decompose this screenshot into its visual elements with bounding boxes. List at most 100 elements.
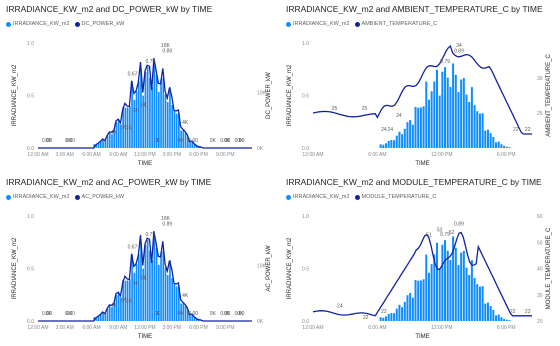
irradiance-bar: [454, 247, 457, 321]
line-data-label: 5K: [121, 297, 128, 303]
y-tick-label-right: 20: [537, 319, 543, 325]
legend-label-bar: IRRADIANCE_KW_m2: [293, 21, 350, 27]
irradiance-bar: [160, 79, 162, 148]
line-data-label: 0K: [178, 311, 185, 317]
irradiance-bar: [452, 236, 455, 321]
irradiance-bar: [113, 301, 116, 321]
y-tick-label-left: 0.5: [27, 94, 34, 100]
irradiance-bar: [193, 317, 196, 321]
irradiance-bar: [505, 146, 508, 148]
line-data-label: 24: [388, 127, 394, 133]
y-tick-label-right: 0K: [257, 146, 264, 152]
chart-plot: 0.0 0.5 1.0 0K 10K 12:00 AM 3:00 AM 6:00 AM 9:00…: [12, 41, 272, 167]
line-data-label: 0K: [237, 138, 244, 144]
irradiance-bar: [104, 313, 107, 321]
irradiance-bar: [486, 302, 489, 321]
bar-data-label: 0.00: [42, 311, 52, 317]
chart-panel-module-temperature[interactable]: IRRADIANCE_KW_m2 and MODULE_TEMPERATURE_…: [280, 173, 560, 346]
bar-data-label: 0.00: [65, 311, 75, 317]
chart-legend[interactable]: IRRADIANCE_KW_m2 MODULE_TEMPERATURE_C: [286, 194, 441, 200]
irradiance-bar: [162, 77, 165, 148]
chart-panel-ambient-temperature[interactable]: IRRADIANCE_KW_m2 and AMBIENT_TEMPERATURE…: [280, 0, 560, 173]
irradiance-bar: [486, 129, 489, 148]
irradiance-bar: [137, 81, 140, 148]
irradiance-bar: [441, 71, 444, 148]
irradiance-bar: [186, 136, 189, 148]
irradiance-bar: [93, 144, 96, 148]
irradiance-bar: [470, 87, 473, 148]
irradiance-bar: [142, 268, 145, 321]
y-tick-label-right: 10K: [257, 91, 267, 97]
irradiance-bar: [478, 286, 481, 321]
irradiance-bar: [379, 317, 382, 321]
irradiance-bar: [102, 139, 104, 148]
peak-bar-label: 0.89: [454, 222, 464, 228]
irradiance-bar: [449, 259, 452, 321]
peak-bar-label: 0.67: [128, 245, 138, 251]
irradiance-bar: [100, 313, 102, 321]
x-tick-label: 3:00 AM: [56, 152, 74, 158]
irradiance-bar: [433, 254, 436, 321]
irradiance-bar: [489, 133, 492, 148]
chart-legend[interactable]: IRRADIANCE_KW_m2 AMBIENT_TEMPERATURE_C: [286, 21, 442, 27]
line-data-label: 4K: [111, 303, 118, 309]
irradiance-bar: [184, 306, 187, 321]
irradiance-bar: [430, 264, 433, 321]
y-tick-label-left: 0.0: [27, 146, 34, 152]
x-tick-label: 6:00 PM: [189, 325, 208, 331]
irradiance-bar: [444, 67, 447, 148]
irradiance-bar: [95, 144, 98, 148]
irradiance-bar: [427, 99, 430, 148]
irradiance-bar: [414, 279, 417, 321]
irradiance-bar: [406, 295, 409, 321]
irradiance-bar: [492, 136, 495, 148]
irradiance-bar: [417, 280, 420, 321]
irradiance-bar: [417, 107, 420, 148]
line-data-label: 0K: [66, 138, 73, 144]
irradiance-bar: [131, 81, 133, 148]
y-axis-title-left: IRRADIANCE_KW_m2: [287, 64, 293, 126]
irradiance-bar: [160, 252, 162, 321]
irradiance-bar: [115, 122, 118, 148]
x-tick-label: 6:00 AM: [368, 152, 386, 158]
irradiance-bar: [100, 140, 102, 148]
x-tick-label: 3:00 PM: [162, 152, 181, 158]
y-tick-label-left: 0.5: [27, 267, 34, 273]
chart-panel-dc-power[interactable]: IRRADIANCE_KW_m2 and DC_POWER_kW by TIME…: [0, 0, 280, 173]
y-axis-title-left: IRRADIANCE_KW_m2: [12, 64, 18, 126]
irradiance-bar: [189, 142, 191, 148]
legend-bar-marker: [286, 21, 291, 27]
irradiance-bar: [124, 107, 127, 148]
line-data-label: 22: [363, 315, 369, 321]
bar-data-label: 0.00: [235, 311, 245, 317]
line-data-label: 22: [513, 127, 519, 133]
line-data-label: 0K: [154, 138, 161, 144]
y-tick-label-left: 0.0: [27, 319, 34, 325]
irradiance-bar: [497, 314, 500, 321]
irradiance-bar: [180, 130, 182, 148]
irradiance-bar: [465, 267, 468, 321]
irradiance-bar: [414, 106, 417, 148]
chart-panel-ac-power[interactable]: IRRADIANCE_KW_m2 and AC_POWER_kW by TIME…: [0, 173, 280, 346]
peak-bar-label: 0.79: [440, 232, 450, 238]
y-tick-label-right: 40: [537, 267, 543, 273]
chart-legend[interactable]: IRRADIANCE_KW_m2 DC_POWER_kW: [6, 21, 129, 27]
irradiance-bar: [182, 302, 185, 321]
irradiance-bar: [151, 86, 153, 148]
irradiance-bar: [444, 240, 447, 321]
legend-label-line: AC_POWER_kW: [81, 194, 125, 200]
irradiance-bar: [425, 254, 428, 321]
chart-legend[interactable]: IRRADIANCE_KW_m2 AC_POWER_kW: [6, 194, 129, 200]
chart-title: IRRADIANCE_KW_m2 and AC_POWER_kW by TIME: [6, 177, 212, 187]
irradiance-bar: [184, 133, 187, 148]
irradiance-bar: [129, 279, 131, 321]
peak-bar-label: 0.79: [145, 59, 155, 65]
irradiance-bar: [460, 252, 463, 321]
irradiance-bar: [495, 315, 498, 321]
x-tick-label: 6:00 AM: [82, 152, 100, 158]
line-data-label: 4K: [182, 120, 189, 126]
irradiance-bar: [108, 131, 111, 148]
irradiance-bar: [446, 250, 449, 321]
y-tick-label-left: 0.0: [302, 319, 309, 325]
x-tick-label: 6:00 PM: [497, 325, 516, 331]
